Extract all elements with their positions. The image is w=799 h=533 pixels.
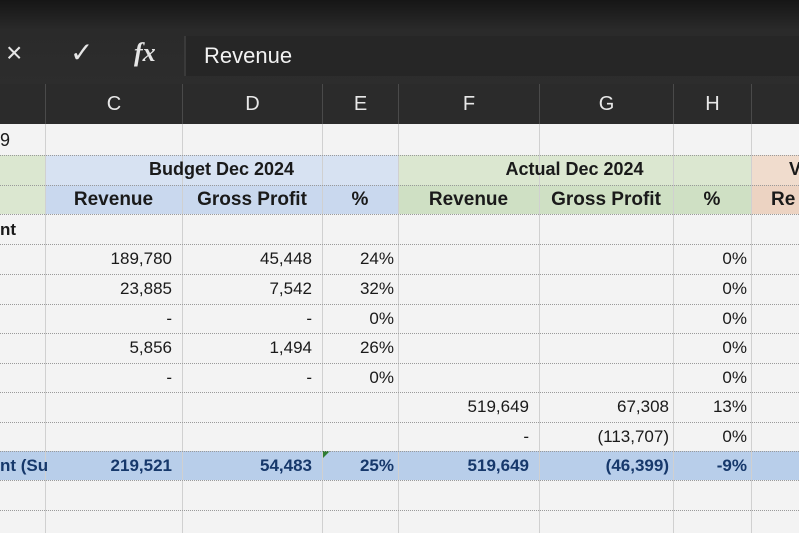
actual-revenue-cell[interactable]: 519,649 <box>467 397 529 416</box>
actual-percent-cell[interactable]: 0% <box>722 249 747 268</box>
total-budget-revenue[interactable]: 219,521 <box>110 456 172 475</box>
budget-subheader-band <box>45 185 398 214</box>
enter-icon[interactable]: ✓ <box>70 37 94 68</box>
next-revenue-header-fragment[interactable]: Re <box>771 189 796 210</box>
budget-gross-profit-header[interactable]: Gross Profit <box>197 189 307 210</box>
budget-revenue-cell[interactable]: 189,780 <box>110 249 172 268</box>
header-band-left <box>0 155 45 185</box>
cancel-icon[interactable]: × <box>6 37 23 68</box>
gridline-v <box>45 124 46 533</box>
column-header-g[interactable]: G <box>539 84 673 124</box>
budget-revenue-cell[interactable]: - <box>166 368 172 387</box>
total-budget-percent[interactable]: 25% <box>359 456 394 475</box>
cell-indicator-icon <box>322 451 330 459</box>
column-header-i[interactable] <box>751 84 799 124</box>
total-row-band <box>0 451 799 480</box>
gridline-v <box>751 124 752 533</box>
column-header-h[interactable]: H <box>673 84 751 124</box>
total-actual-gross-profit[interactable]: (46,399) <box>605 456 669 475</box>
subheader-band-left <box>0 185 45 214</box>
gridline-h <box>0 480 799 481</box>
actual-revenue-header[interactable]: Revenue <box>428 189 509 210</box>
actual-percent-cell[interactable]: 0% <box>722 427 747 446</box>
gridline-h <box>0 363 799 364</box>
row-number-fragment: 9 <box>0 130 11 150</box>
row-label-fragment[interactable]: nt <box>0 220 17 239</box>
actual-gross-profit-cell[interactable]: 67,308 <box>617 397 669 416</box>
budget-gross-profit-cell[interactable]: 1,494 <box>269 338 312 357</box>
spreadsheet-grid[interactable]: 9 Budget Dec 2024 Actual Dec 2024 V Reve… <box>0 124 799 533</box>
column-header-d[interactable]: D <box>182 84 322 124</box>
actual-gross-profit-cell[interactable]: (113,707) <box>597 427 669 446</box>
gridline-h <box>0 392 799 393</box>
gridline-v <box>539 124 540 533</box>
budget-percent-header[interactable]: % <box>351 189 369 210</box>
column-header-e[interactable]: E <box>322 84 398 124</box>
budget-header-band <box>45 155 398 185</box>
budget-percent-cell[interactable]: 32% <box>359 279 394 298</box>
next-header-band <box>751 155 799 185</box>
total-row-label[interactable]: nt (Su <box>0 456 49 475</box>
budget-group-header[interactable]: Budget Dec 2024 <box>148 159 295 179</box>
budget-revenue-header[interactable]: Revenue <box>73 189 154 210</box>
next-group-header-fragment[interactable]: V <box>789 159 799 179</box>
budget-revenue-cell[interactable]: 5,856 <box>129 338 172 357</box>
gridline-h <box>0 155 799 156</box>
gridline-v <box>322 124 323 533</box>
column-header-f[interactable]: F <box>398 84 539 124</box>
budget-gross-profit-cell[interactable]: - <box>306 309 312 328</box>
column-headers: C D E F G H <box>0 84 799 124</box>
budget-percent-cell[interactable]: 0% <box>369 309 394 328</box>
gridline-v <box>398 124 399 533</box>
budget-gross-profit-cell[interactable]: - <box>306 368 312 387</box>
total-actual-percent[interactable]: -9% <box>716 456 747 475</box>
formula-bar: × ✓ fx Revenue <box>0 0 799 84</box>
gridline-h <box>0 185 799 186</box>
total-actual-revenue[interactable]: 519,649 <box>467 456 529 475</box>
budget-revenue-cell[interactable]: - <box>166 309 172 328</box>
actual-percent-cell[interactable]: 0% <box>722 368 747 387</box>
gridline-v <box>673 124 674 533</box>
gridline-h <box>0 304 799 305</box>
gridline-h <box>0 333 799 334</box>
formula-input[interactable]: Revenue <box>186 36 799 76</box>
formula-bar-divider <box>184 36 186 76</box>
actual-percent-cell[interactable]: 0% <box>722 338 747 357</box>
budget-gross-profit-cell[interactable]: 7,542 <box>269 279 312 298</box>
actual-group-header[interactable]: Actual Dec 2024 <box>505 159 644 179</box>
gridline-v <box>182 124 183 533</box>
budget-percent-cell[interactable]: 26% <box>359 338 394 357</box>
actual-percent-cell[interactable]: 13% <box>712 397 747 416</box>
actual-gross-profit-header[interactable]: Gross Profit <box>551 189 661 210</box>
next-subheader-band <box>751 185 799 214</box>
column-header-c[interactable]: C <box>45 84 182 124</box>
gridline-h <box>0 451 799 452</box>
actual-subheader-band <box>398 185 751 214</box>
actual-header-band <box>398 155 751 185</box>
insert-function-icon[interactable]: fx <box>134 38 156 67</box>
actual-revenue-cell[interactable]: - <box>523 427 529 446</box>
gridline-h <box>0 274 799 275</box>
total-budget-gross-profit[interactable]: 54,483 <box>260 456 312 475</box>
gridline-h <box>0 214 799 215</box>
actual-percent-header[interactable]: % <box>703 189 721 210</box>
column-header-partial[interactable] <box>0 84 45 124</box>
budget-percent-cell[interactable]: 0% <box>369 368 394 387</box>
actual-percent-cell[interactable]: 0% <box>722 279 747 298</box>
gridline-h <box>0 422 799 423</box>
actual-percent-cell[interactable]: 0% <box>722 309 747 328</box>
budget-revenue-cell[interactable]: 23,885 <box>120 279 172 298</box>
gridline-h <box>0 510 799 511</box>
gridline-h <box>0 244 799 245</box>
budget-gross-profit-cell[interactable]: 45,448 <box>260 249 312 268</box>
budget-percent-cell[interactable]: 24% <box>359 249 394 268</box>
